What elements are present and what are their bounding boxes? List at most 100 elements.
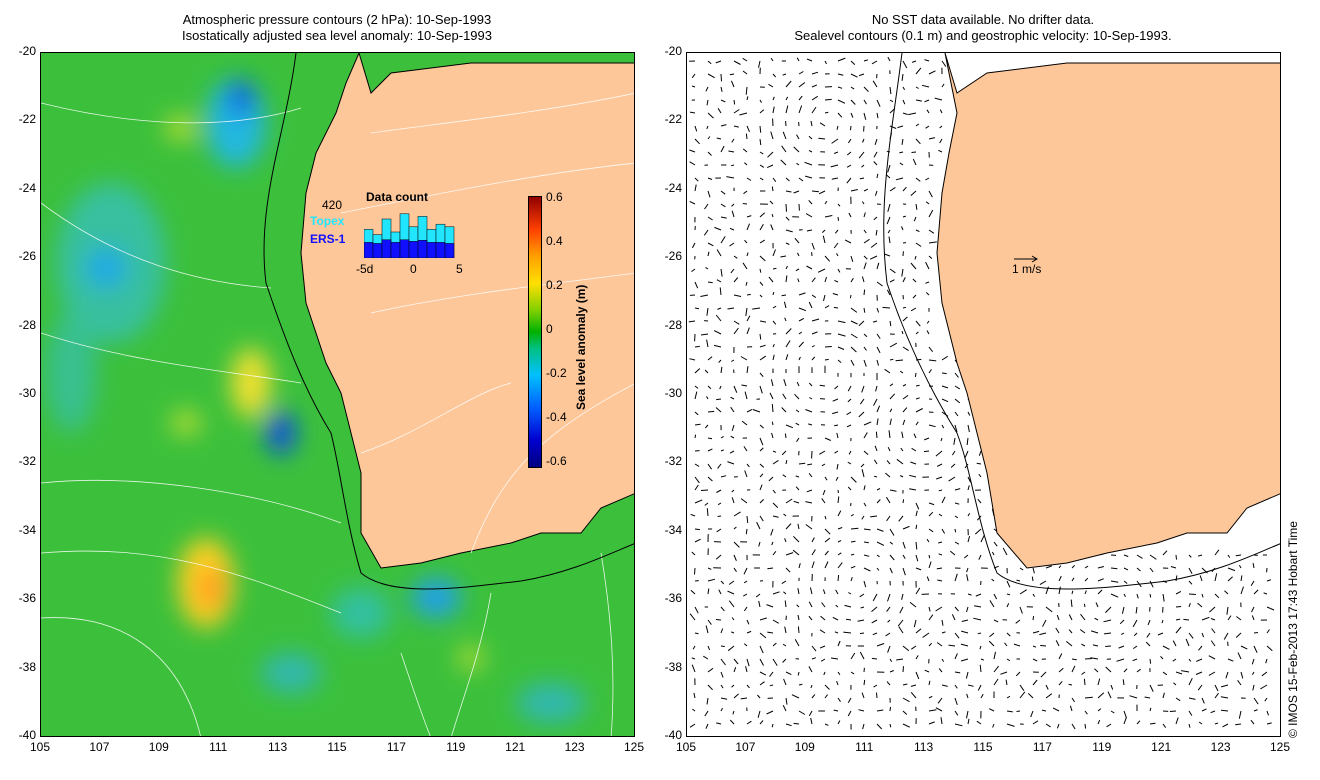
- velocity-arrow: [798, 462, 806, 465]
- velocity-arrow: [759, 109, 765, 114]
- velocity-arrow: [889, 99, 894, 103]
- velocity-arrow: [824, 200, 828, 205]
- velocity-arrow: [837, 510, 842, 517]
- velocity-arrow: [785, 697, 788, 705]
- velocity-arrow: [876, 692, 878, 699]
- velocity-arrow: [1039, 632, 1047, 636]
- velocity-arrow: [700, 489, 709, 491]
- velocity-arrow: [899, 606, 904, 614]
- velocity-arrow: [772, 267, 777, 270]
- velocity-arrow: [772, 177, 777, 183]
- velocity-arrow: [899, 370, 904, 374]
- velocity-arrow: [720, 366, 723, 374]
- velocity-arrow: [863, 679, 866, 686]
- velocity-arrow: [824, 476, 828, 481]
- velocity-arrow: [889, 86, 892, 95]
- right-latitude-tick: -26: [664, 249, 682, 264]
- left-longitude-tick: 117: [386, 740, 406, 754]
- velocity-arrow: [925, 281, 930, 284]
- velocity-arrow: [978, 473, 982, 478]
- velocity-arrow: [887, 229, 891, 234]
- velocity-arrow: [1201, 593, 1204, 598]
- velocity-arrow: [824, 684, 830, 690]
- velocity-arrow: [807, 463, 813, 466]
- left-latitude-tick: -26: [18, 249, 36, 264]
- velocity-arrow: [900, 447, 904, 452]
- velocity-arrow: [720, 435, 724, 439]
- velocity-arrow: [1147, 619, 1151, 626]
- velocity-arrow: [746, 327, 750, 335]
- velocity-arrow: [899, 151, 904, 154]
- velocity-arrow: [731, 497, 735, 504]
- velocity-arrow: [948, 476, 956, 482]
- velocity-arrow: [720, 684, 724, 689]
- velocity-arrow: [936, 567, 943, 570]
- velocity-arrow: [1175, 590, 1182, 595]
- velocity-arrow: [720, 475, 727, 478]
- velocity-arrow: [805, 409, 813, 413]
- velocity-arrow: [832, 411, 839, 415]
- velocity-arrow: [1188, 580, 1193, 585]
- velocity-arrow: [785, 459, 788, 465]
- velocity-arrow: [908, 112, 917, 116]
- velocity-arrow: [811, 549, 816, 556]
- velocity-arrow: [837, 346, 845, 350]
- velocity-arrow: [811, 345, 815, 348]
- velocity-arrow: [1175, 554, 1177, 560]
- velocity-arrow: [863, 188, 869, 192]
- velocity-arrow: [1071, 577, 1075, 582]
- velocity-arrow: [861, 515, 865, 520]
- velocity-arrow: [1161, 619, 1164, 624]
- velocity-arrow: [796, 604, 800, 608]
- velocity-arrow: [704, 203, 709, 210]
- velocity-arrow: [770, 57, 774, 62]
- velocity-arrow: [915, 242, 922, 247]
- velocity-arrow: [844, 604, 852, 608]
- velocity-arrow: [1225, 671, 1229, 679]
- velocity-arrow: [954, 710, 959, 716]
- velocity-arrow: [795, 486, 800, 491]
- velocity-arrow: [938, 149, 943, 153]
- velocity-arrow: [977, 684, 982, 691]
- velocity-arrow: [1079, 629, 1086, 634]
- velocity-arrow: [911, 645, 917, 650]
- velocity-arrow: [1058, 667, 1064, 673]
- velocity-arrow: [936, 463, 943, 467]
- velocity-arrow: [689, 613, 696, 621]
- right-latitude-tick: -28: [664, 317, 682, 332]
- velocity-arrow: [824, 215, 833, 218]
- velocity-arrow: [977, 632, 982, 635]
- velocity-arrow: [808, 615, 813, 621]
- velocity-arrow: [731, 359, 735, 362]
- velocity-arrow: [863, 112, 867, 120]
- velocity-arrow: [692, 645, 696, 650]
- velocity-arrow: [993, 678, 999, 686]
- velocity-arrow: [720, 190, 726, 195]
- velocity-arrow: [1090, 657, 1099, 660]
- velocity-arrow: [715, 407, 722, 413]
- velocity-arrow: [808, 472, 813, 478]
- velocity-arrow: [850, 333, 858, 339]
- velocity-arrow: [1237, 652, 1242, 660]
- velocity-arrow: [707, 60, 712, 65]
- velocity-arrow: [759, 212, 766, 218]
- velocity-arrow: [863, 541, 869, 544]
- velocity-arrow: [912, 294, 917, 299]
- colorbar-tick: 0.4: [546, 234, 563, 248]
- velocity-arrow: [941, 372, 947, 375]
- velocity-arrow: [746, 215, 752, 218]
- velocity-arrow: [730, 80, 735, 88]
- velocity-arrow: [915, 502, 920, 510]
- velocity-arrow: [733, 320, 740, 325]
- velocity-arrow: [850, 307, 858, 313]
- velocity-arrow: [1110, 567, 1118, 570]
- velocity-arrow: [924, 59, 930, 62]
- velocity-arrow: [837, 697, 841, 702]
- velocity-arrow: [793, 500, 800, 504]
- velocity-arrow: [1006, 723, 1015, 727]
- velocity-arrow: [980, 658, 984, 661]
- velocity-arrow: [1201, 616, 1210, 621]
- velocity-arrow: [1135, 606, 1138, 614]
- velocity-arrow: [822, 489, 826, 496]
- velocity-arrow: [836, 463, 839, 470]
